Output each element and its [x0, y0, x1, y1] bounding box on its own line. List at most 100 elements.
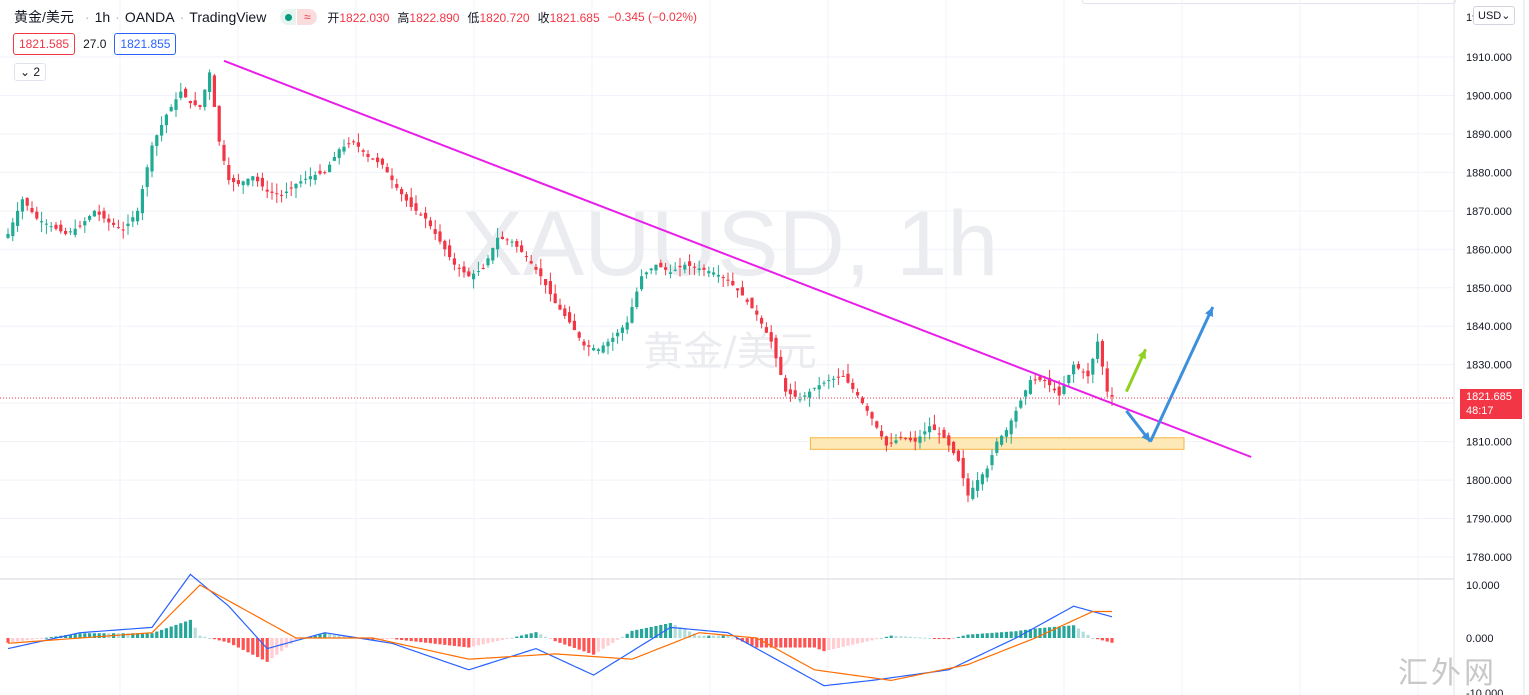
candle-body: [760, 317, 764, 324]
macd-histogram-bar: [164, 628, 168, 638]
interval-label[interactable]: 1h: [94, 9, 111, 25]
macd-histogram-bar: [217, 638, 221, 641]
candle-body: [40, 221, 44, 223]
macd-histogram-bar: [328, 633, 332, 638]
candle-body: [995, 441, 999, 453]
candle-body: [164, 114, 168, 126]
candle-body: [716, 274, 720, 277]
projection-arrow: [1149, 306, 1215, 443]
candle-body: [44, 223, 48, 225]
macd-histogram-bar: [827, 638, 831, 651]
macd-histogram-bar: [601, 638, 605, 649]
macd-histogram-bar: [385, 638, 389, 640]
macd-histogram-bar: [1086, 634, 1090, 638]
candle-body: [140, 189, 144, 214]
macd-histogram-bar: [774, 638, 778, 648]
macd-histogram-bar: [433, 638, 437, 644]
candle-body: [275, 193, 279, 195]
candle-body: [496, 237, 500, 250]
candle-body: [1110, 395, 1114, 397]
macd-histogram-bar: [688, 631, 692, 638]
candle-body: [568, 312, 572, 323]
macd-histogram-bar: [337, 635, 341, 638]
low-label: 低: [467, 10, 480, 25]
macd-histogram-bar: [908, 636, 912, 638]
candle-body: [548, 281, 552, 295]
currency-select[interactable]: USD⌄: [1473, 6, 1516, 25]
candle-body: [16, 210, 20, 226]
candle-body: [188, 100, 192, 104]
macd-histogram-bar: [380, 638, 384, 640]
candle-body: [1028, 380, 1032, 394]
candle-body: [884, 436, 888, 446]
candle-body: [54, 224, 58, 229]
macd-histogram-bar: [160, 629, 164, 638]
macd-histogram-bar: [817, 638, 821, 650]
candle-body: [611, 337, 615, 342]
macd-histogram-bar: [611, 638, 615, 643]
candle-body: [601, 345, 605, 353]
macd-histogram-bar: [596, 638, 600, 652]
macd-histogram-bar: [769, 638, 773, 648]
candle-body: [308, 176, 312, 180]
candle-body: [726, 279, 730, 281]
candle-body: [880, 430, 884, 437]
symbol-name[interactable]: 黄金/美元: [14, 9, 74, 25]
macd-histogram-bar: [227, 638, 231, 643]
macd-histogram-bar: [616, 638, 620, 640]
macd-histogram-bar: [515, 636, 519, 638]
candle-body: [476, 271, 480, 273]
candle-body: [1096, 341, 1100, 359]
candle-body: [299, 181, 303, 184]
candle-body: [510, 241, 514, 243]
sell-button[interactable]: 1821.585: [13, 33, 76, 55]
macd-histogram-bar: [505, 638, 509, 639]
macd-histogram-bar: [668, 623, 672, 638]
price-tick-label: 1840.000: [1466, 321, 1512, 333]
candle-body: [553, 293, 557, 304]
macd-histogram-bar: [256, 638, 260, 658]
candle-body: [534, 266, 538, 270]
candle-body: [25, 197, 29, 206]
macd-histogram-bar: [131, 633, 135, 638]
macd-histogram-bar: [832, 638, 836, 649]
candle-body: [947, 435, 951, 446]
candle-body: [486, 258, 490, 266]
macd-histogram-bar: [20, 638, 24, 641]
buy-button[interactable]: 1821.855: [114, 33, 177, 55]
macd-histogram-bar: [808, 638, 812, 648]
candle-body: [875, 421, 879, 428]
candle-body: [294, 183, 298, 189]
candle-body: [683, 264, 687, 270]
macd-histogram-bar: [1100, 638, 1104, 641]
candle-body: [827, 380, 831, 382]
macd-histogram-bar: [716, 635, 720, 638]
macd-histogram-bar: [371, 638, 375, 641]
macd-histogram-bar: [870, 638, 874, 641]
price-tick-label: 1850.000: [1466, 283, 1512, 295]
macd-histogram-bar: [1033, 628, 1037, 638]
macd-histogram-bar: [851, 638, 855, 645]
candle-body: [976, 480, 980, 491]
open-label: 开: [327, 10, 340, 25]
macd-histogram-bar: [889, 635, 893, 638]
close-label: 收: [537, 10, 550, 25]
drawings: [223, 59, 1252, 458]
candle-body: [400, 189, 404, 195]
macd-histogram-bar: [952, 638, 956, 639]
macd-histogram-bar: [1048, 627, 1052, 638]
candle-body: [673, 269, 677, 271]
indicators-toggle-button[interactable]: ⌄ 2: [14, 63, 47, 81]
candle-body: [544, 279, 548, 286]
candle-body: [908, 437, 912, 441]
candle-body: [208, 72, 212, 92]
macd-histogram-bar: [534, 632, 538, 638]
broker-label: OANDA: [124, 9, 175, 25]
market-status-pill[interactable]: ≈: [280, 9, 318, 25]
macd-axis: 10.000 0.000 -10.000: [1466, 580, 1503, 695]
price-axis: 1910.000 1900.000 1890.000 1880.000 1870.000…: [1466, 12, 1512, 564]
macd-histogram-bar: [587, 638, 591, 654]
candle-body: [6, 233, 10, 238]
macd-histogram-bar: [635, 629, 639, 638]
